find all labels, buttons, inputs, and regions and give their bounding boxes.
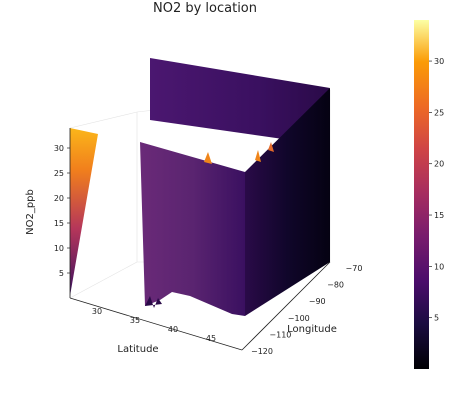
- colorbar-tick-label: 30: [434, 57, 444, 66]
- colorbar-tick-label: 25: [434, 108, 444, 117]
- surface-front-wall: [140, 142, 245, 316]
- axis-lines: [69, 128, 331, 351]
- colorbar-gradient: [414, 20, 429, 369]
- y-axis-label: Longitude: [287, 324, 337, 335]
- y-axis-ticks: −120 −110 −100 −90−80−70: [251, 264, 362, 356]
- z-tick-label: 5: [59, 269, 64, 278]
- y-tick-label: −70: [346, 264, 363, 273]
- z-tick-label: 20: [54, 194, 64, 203]
- z-tick-label: 10: [54, 244, 64, 253]
- z-axis-ticks: 5 10 15 20 25 30: [54, 144, 70, 278]
- surface-left-wedge: [70, 128, 98, 296]
- z-tick-label: 15: [54, 219, 64, 228]
- x-axis-label: Latitude: [117, 344, 158, 355]
- colorbar-tick-label: 20: [434, 160, 444, 169]
- x-tick-label: 35: [130, 316, 140, 325]
- z-axis-label: NO2_ppb: [25, 189, 36, 235]
- colorbar-ticks: 5 10 15 20 25 30: [429, 57, 444, 323]
- y-tick-label: −110: [269, 330, 291, 339]
- chart-title: NO2 by location: [153, 1, 257, 16]
- z-tick-label: 30: [54, 144, 64, 153]
- surface-back-wall: [150, 58, 330, 140]
- colorbar-tick-label: 10: [434, 262, 444, 271]
- y-tick-label: −90: [309, 297, 326, 306]
- x-tick-label: 40: [168, 325, 178, 334]
- surface-highlight: [255, 150, 261, 162]
- y-tick-label: −80: [327, 281, 344, 290]
- x-tick-label: 45: [206, 334, 216, 343]
- x-tick-label: 30: [92, 307, 102, 316]
- surface-right-wall: [245, 88, 330, 316]
- surface: [70, 58, 330, 316]
- colorbar-tick-label: 15: [434, 211, 444, 220]
- surface-highlight: [268, 142, 274, 152]
- x-axis-ticks: 30 35 40 45: [92, 307, 216, 343]
- colorbar-tick-label: 5: [434, 314, 439, 323]
- y-tick-label: −120: [251, 347, 273, 356]
- colorbar: 5 10 15 20 25 30: [414, 20, 444, 369]
- surface-dip: [145, 296, 162, 308]
- surface-highlight: [204, 152, 212, 164]
- y-tick-label: −100: [288, 314, 310, 323]
- z-tick-label: 25: [54, 169, 64, 178]
